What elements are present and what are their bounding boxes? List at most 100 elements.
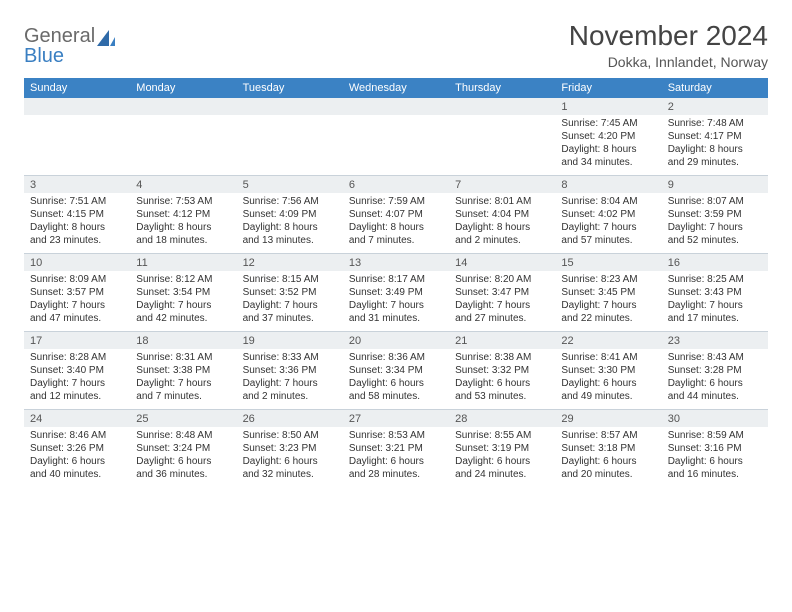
day-cell: Sunrise: 8:31 AMSunset: 3:38 PMDaylight:… bbox=[130, 349, 236, 409]
day-number: 1 bbox=[555, 98, 661, 115]
day-cell: Sunrise: 8:46 AMSunset: 3:26 PMDaylight:… bbox=[24, 427, 130, 487]
day-number: 24 bbox=[24, 410, 130, 427]
day-number: 26 bbox=[237, 410, 343, 427]
sunrise-text: Sunrise: 8:01 AM bbox=[455, 195, 549, 208]
day-cell bbox=[237, 115, 343, 175]
day-cell: Sunrise: 8:25 AMSunset: 3:43 PMDaylight:… bbox=[662, 271, 768, 331]
day-cell bbox=[24, 115, 130, 175]
day-number: 7 bbox=[449, 176, 555, 193]
week-body-row: Sunrise: 8:46 AMSunset: 3:26 PMDaylight:… bbox=[24, 427, 768, 487]
sunrise-text: Sunrise: 8:59 AM bbox=[668, 429, 762, 442]
sunrise-text: Sunrise: 8:53 AM bbox=[349, 429, 443, 442]
day-cell: Sunrise: 8:20 AMSunset: 3:47 PMDaylight:… bbox=[449, 271, 555, 331]
sunrise-text: Sunrise: 8:23 AM bbox=[561, 273, 655, 286]
sunrise-text: Sunrise: 8:38 AM bbox=[455, 351, 549, 364]
daylight-text: Daylight: 8 hours and 13 minutes. bbox=[243, 221, 337, 247]
day-number: 28 bbox=[449, 410, 555, 427]
weeks-container: 12Sunrise: 7:45 AMSunset: 4:20 PMDayligh… bbox=[24, 98, 768, 487]
sunset-text: Sunset: 3:21 PM bbox=[349, 442, 443, 455]
sunset-text: Sunset: 4:12 PM bbox=[136, 208, 230, 221]
day-number: 11 bbox=[130, 254, 236, 271]
day-cell: Sunrise: 8:09 AMSunset: 3:57 PMDaylight:… bbox=[24, 271, 130, 331]
sunset-text: Sunset: 3:30 PM bbox=[561, 364, 655, 377]
day-cell: Sunrise: 8:57 AMSunset: 3:18 PMDaylight:… bbox=[555, 427, 661, 487]
sunrise-text: Sunrise: 8:41 AM bbox=[561, 351, 655, 364]
day-cell: Sunrise: 8:38 AMSunset: 3:32 PMDaylight:… bbox=[449, 349, 555, 409]
sunrise-text: Sunrise: 8:20 AM bbox=[455, 273, 549, 286]
daylight-text: Daylight: 8 hours and 2 minutes. bbox=[455, 221, 549, 247]
logo-word2: Blue bbox=[24, 45, 64, 67]
daylight-text: Daylight: 6 hours and 36 minutes. bbox=[136, 455, 230, 481]
daylight-text: Daylight: 6 hours and 16 minutes. bbox=[668, 455, 762, 481]
sunset-text: Sunset: 3:24 PM bbox=[136, 442, 230, 455]
sunset-text: Sunset: 3:38 PM bbox=[136, 364, 230, 377]
day-number bbox=[24, 98, 130, 115]
day-cell: Sunrise: 8:53 AMSunset: 3:21 PMDaylight:… bbox=[343, 427, 449, 487]
day-cell: Sunrise: 7:51 AMSunset: 4:15 PMDaylight:… bbox=[24, 193, 130, 253]
month-title: November 2024 bbox=[569, 20, 768, 52]
sunset-text: Sunset: 3:26 PM bbox=[30, 442, 124, 455]
sunrise-text: Sunrise: 8:43 AM bbox=[668, 351, 762, 364]
logo-text: General Blue bbox=[24, 26, 95, 66]
sunset-text: Sunset: 4:09 PM bbox=[243, 208, 337, 221]
daylight-text: Daylight: 8 hours and 18 minutes. bbox=[136, 221, 230, 247]
sunrise-text: Sunrise: 8:33 AM bbox=[243, 351, 337, 364]
day-number: 22 bbox=[555, 332, 661, 349]
sunset-text: Sunset: 4:20 PM bbox=[561, 130, 655, 143]
day-cell: Sunrise: 8:50 AMSunset: 3:23 PMDaylight:… bbox=[237, 427, 343, 487]
sunset-text: Sunset: 3:28 PM bbox=[668, 364, 762, 377]
daylight-text: Daylight: 6 hours and 20 minutes. bbox=[561, 455, 655, 481]
daynum-row: 3456789 bbox=[24, 175, 768, 193]
day-cell: Sunrise: 8:15 AMSunset: 3:52 PMDaylight:… bbox=[237, 271, 343, 331]
day-number: 3 bbox=[24, 176, 130, 193]
sunrise-text: Sunrise: 8:28 AM bbox=[30, 351, 124, 364]
sunrise-text: Sunrise: 8:09 AM bbox=[30, 273, 124, 286]
day-cell bbox=[449, 115, 555, 175]
sunrise-text: Sunrise: 8:31 AM bbox=[136, 351, 230, 364]
daylight-text: Daylight: 6 hours and 49 minutes. bbox=[561, 377, 655, 403]
sunrise-text: Sunrise: 7:45 AM bbox=[561, 117, 655, 130]
sunset-text: Sunset: 3:23 PM bbox=[243, 442, 337, 455]
daylight-text: Daylight: 8 hours and 29 minutes. bbox=[668, 143, 762, 169]
day-number: 25 bbox=[130, 410, 236, 427]
day-number: 18 bbox=[130, 332, 236, 349]
weekday-header: Thursday bbox=[449, 78, 555, 98]
day-cell: Sunrise: 7:45 AMSunset: 4:20 PMDaylight:… bbox=[555, 115, 661, 175]
daylight-text: Daylight: 7 hours and 47 minutes. bbox=[30, 299, 124, 325]
sunset-text: Sunset: 3:40 PM bbox=[30, 364, 124, 377]
sunrise-text: Sunrise: 8:48 AM bbox=[136, 429, 230, 442]
sunrise-text: Sunrise: 8:46 AM bbox=[30, 429, 124, 442]
sunset-text: Sunset: 3:19 PM bbox=[455, 442, 549, 455]
day-cell: Sunrise: 8:04 AMSunset: 4:02 PMDaylight:… bbox=[555, 193, 661, 253]
week-body-row: Sunrise: 8:09 AMSunset: 3:57 PMDaylight:… bbox=[24, 271, 768, 331]
sunset-text: Sunset: 3:18 PM bbox=[561, 442, 655, 455]
sunset-text: Sunset: 3:45 PM bbox=[561, 286, 655, 299]
daylight-text: Daylight: 7 hours and 12 minutes. bbox=[30, 377, 124, 403]
daylight-text: Daylight: 6 hours and 40 minutes. bbox=[30, 455, 124, 481]
sunset-text: Sunset: 4:07 PM bbox=[349, 208, 443, 221]
daylight-text: Daylight: 7 hours and 7 minutes. bbox=[136, 377, 230, 403]
sunset-text: Sunset: 3:57 PM bbox=[30, 286, 124, 299]
day-number: 13 bbox=[343, 254, 449, 271]
day-cell: Sunrise: 8:23 AMSunset: 3:45 PMDaylight:… bbox=[555, 271, 661, 331]
sunrise-text: Sunrise: 8:04 AM bbox=[561, 195, 655, 208]
day-cell: Sunrise: 8:17 AMSunset: 3:49 PMDaylight:… bbox=[343, 271, 449, 331]
sunset-text: Sunset: 3:59 PM bbox=[668, 208, 762, 221]
day-cell: Sunrise: 8:41 AMSunset: 3:30 PMDaylight:… bbox=[555, 349, 661, 409]
sunrise-text: Sunrise: 8:07 AM bbox=[668, 195, 762, 208]
day-number bbox=[130, 98, 236, 115]
daylight-text: Daylight: 7 hours and 52 minutes. bbox=[668, 221, 762, 247]
day-number: 6 bbox=[343, 176, 449, 193]
calendar: SundayMondayTuesdayWednesdayThursdayFrid… bbox=[24, 78, 768, 487]
sunrise-text: Sunrise: 8:57 AM bbox=[561, 429, 655, 442]
daylight-text: Daylight: 6 hours and 53 minutes. bbox=[455, 377, 549, 403]
day-cell: Sunrise: 7:59 AMSunset: 4:07 PMDaylight:… bbox=[343, 193, 449, 253]
day-number: 19 bbox=[237, 332, 343, 349]
daylight-text: Daylight: 6 hours and 44 minutes. bbox=[668, 377, 762, 403]
sunrise-text: Sunrise: 7:51 AM bbox=[30, 195, 124, 208]
day-cell bbox=[343, 115, 449, 175]
week-body-row: Sunrise: 8:28 AMSunset: 3:40 PMDaylight:… bbox=[24, 349, 768, 409]
day-number: 10 bbox=[24, 254, 130, 271]
daylight-text: Daylight: 7 hours and 2 minutes. bbox=[243, 377, 337, 403]
day-number: 12 bbox=[237, 254, 343, 271]
